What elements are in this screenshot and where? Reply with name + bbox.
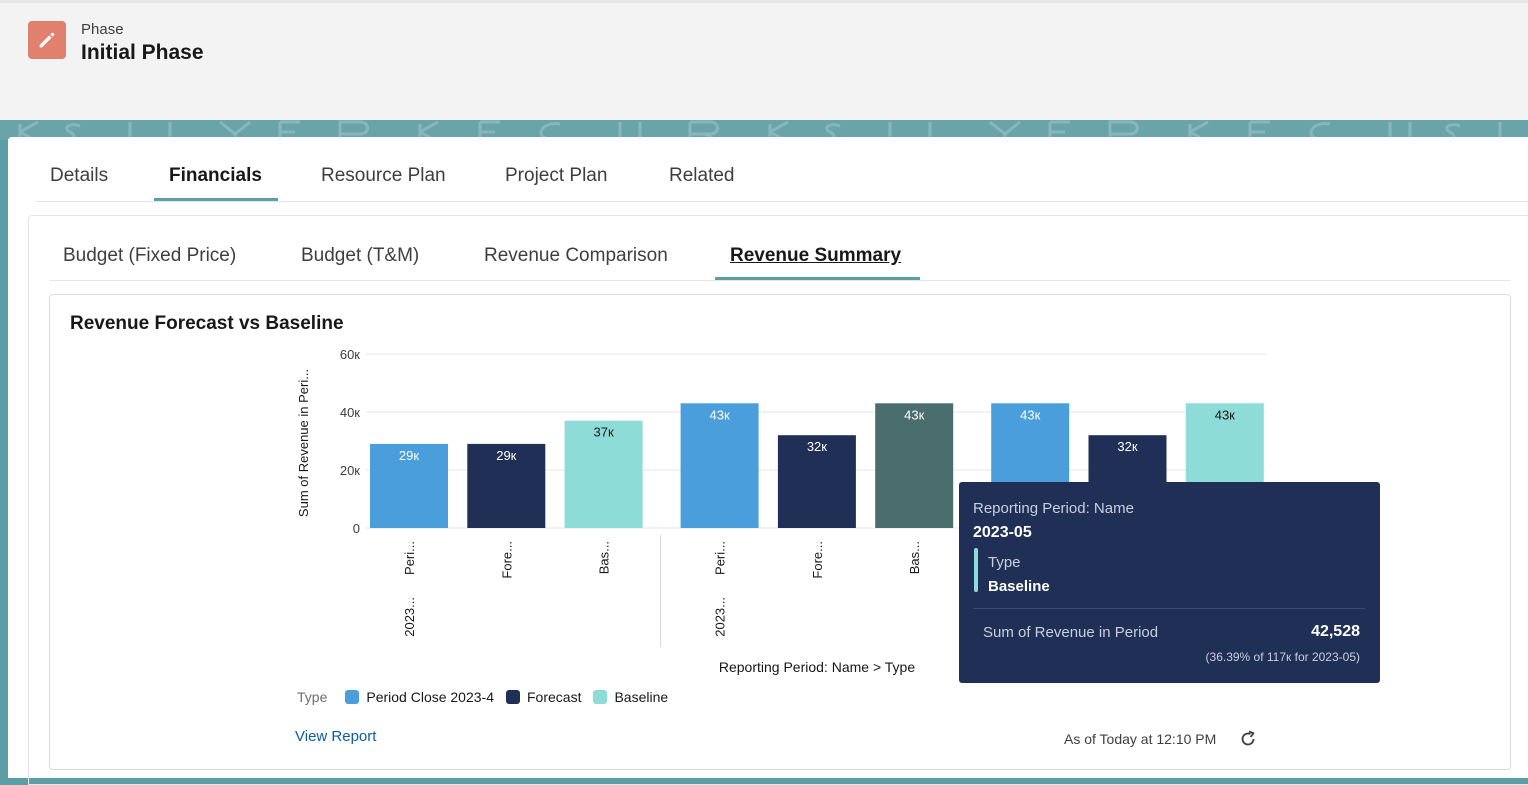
- subtab-budget-fixed-price[interactable]: Budget (Fixed Price): [63, 245, 237, 266]
- chart-legend: Type Period Close 2023-4 Forecast Baseli…: [297, 689, 680, 705]
- active-tab-indicator: [154, 198, 278, 201]
- chart-title: Revenue Forecast vs Baseline: [70, 313, 344, 334]
- legend-item-forecast[interactable]: Forecast: [506, 689, 581, 705]
- bar-data-label: 43к: [1215, 407, 1235, 422]
- bar: [467, 443, 546, 528]
- as-of-timestamp: As of Today at 12:10 PM: [1064, 731, 1217, 747]
- bar-data-label: 29к: [399, 448, 419, 463]
- tab-related[interactable]: Related: [669, 165, 735, 186]
- tooltip-series-marker: [974, 548, 978, 592]
- tab-resource-plan[interactable]: Resource Plan: [321, 165, 446, 186]
- x-tick-label: Fore...: [810, 541, 825, 579]
- bar-data-label: 43к: [1020, 407, 1040, 422]
- bar: [777, 435, 856, 528]
- legend-label: Forecast: [527, 689, 582, 705]
- legend-label: Baseline: [614, 689, 669, 705]
- bar: [564, 420, 643, 528]
- tooltip-metric-label: Sum of Revenue in Period: [983, 624, 1159, 641]
- tooltip-metric-value: 42,528: [1311, 623, 1360, 640]
- legend-swatch: [345, 690, 360, 704]
- bar-data-label: 43к: [710, 407, 730, 422]
- bar-data-label: 32к: [1117, 439, 1137, 454]
- bar-data-label: 37к: [594, 425, 614, 440]
- tooltip-type-label: Type: [988, 554, 1021, 571]
- tab-project-plan[interactable]: Project Plan: [505, 165, 608, 186]
- x-axis-label: Reporting Period: Name > Type: [719, 659, 915, 675]
- legend-label: Period Close 2023-4: [366, 689, 494, 705]
- bar-data-label: 29к: [496, 448, 516, 463]
- legend-item-period-close[interactable]: Period Close 2023-4: [345, 689, 494, 705]
- legend-swatch: [506, 690, 520, 704]
- legend-swatch: [593, 690, 608, 704]
- y-tick-label: 60к: [340, 347, 360, 362]
- bar: [370, 443, 448, 528]
- x-group-label: 2023...: [713, 597, 728, 637]
- view-report-link[interactable]: View Report: [295, 728, 377, 745]
- financial-subtabs: Budget (Fixed Price) Budget (T&M) Revenu…: [49, 216, 1511, 281]
- record-header: Phase Initial Phase: [0, 0, 1528, 120]
- bar-data-label: 43к: [904, 407, 924, 422]
- revenue-bar-chart: 0 20к 40к 60к Sum of Revenue in Peri... 29к Pe…: [296, 347, 1266, 675]
- tooltip-period-label: Reporting Period: Name: [973, 500, 1134, 517]
- tooltip-divider: [973, 608, 1365, 609]
- main-tabs: Details Financials Resource Plan Project…: [36, 137, 1528, 202]
- subtab-revenue-comparison[interactable]: Revenue Comparison: [484, 245, 668, 266]
- x-tick-label: Peri...: [713, 541, 728, 575]
- bar: [680, 403, 759, 528]
- y-tick-label: 20к: [340, 463, 360, 478]
- refresh-icon[interactable]: [1238, 729, 1258, 749]
- tab-financials[interactable]: Financials: [169, 165, 262, 186]
- tooltip-type-value: Baseline: [988, 578, 1050, 595]
- pencil-icon: [28, 21, 66, 59]
- tooltip-period-value: 2023-05: [973, 524, 1032, 541]
- y-tick-label: 40к: [340, 405, 360, 420]
- active-subtab-indicator: [715, 277, 920, 280]
- object-label: Phase: [81, 21, 124, 38]
- legend-item-baseline[interactable]: Baseline: [593, 689, 668, 705]
- y-axis-label: Sum of Revenue in Peri...: [296, 369, 311, 517]
- subtab-budget-tm[interactable]: Budget (T&M): [301, 245, 420, 266]
- legend-title: Type: [297, 689, 328, 705]
- x-tick-label: Bas...: [597, 541, 612, 574]
- x-tick-label: Peri...: [402, 541, 417, 575]
- tooltip-metric-share: (36.39% of 117к for 2023-05): [1205, 650, 1360, 664]
- record-title: Initial Phase: [81, 41, 204, 64]
- y-tick-label: 0: [353, 521, 360, 536]
- x-group-label: 2023...: [402, 597, 417, 637]
- bar: [875, 403, 954, 528]
- x-tick-label: Bas...: [907, 541, 922, 574]
- tab-details[interactable]: Details: [50, 165, 109, 186]
- chart-tooltip: Reporting Period: Name 2023-05 Type Base…: [959, 482, 1380, 683]
- x-tick-label: Fore...: [499, 541, 514, 579]
- bar-data-label: 32к: [807, 439, 827, 454]
- subtab-revenue-summary[interactable]: Revenue Summary: [730, 245, 902, 266]
